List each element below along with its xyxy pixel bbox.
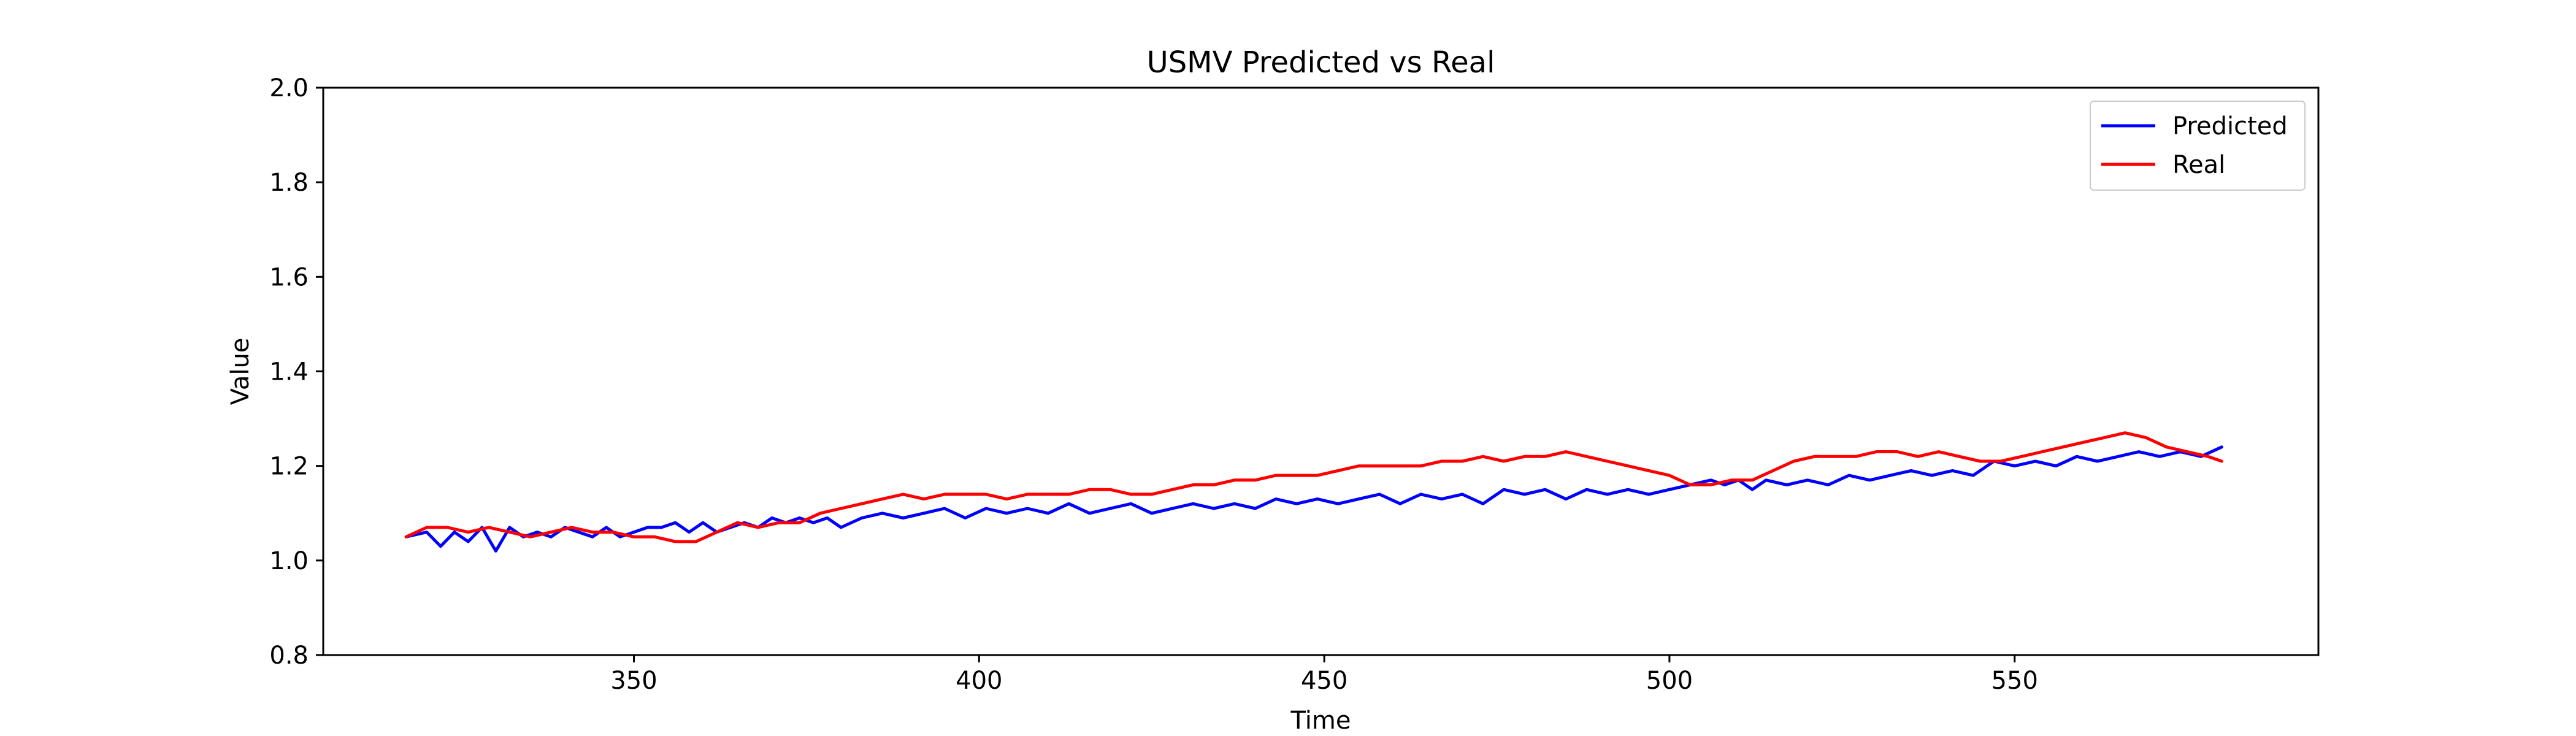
legend-box bbox=[2090, 101, 2306, 191]
chart-title: USMV Predicted vs Real bbox=[1147, 45, 1495, 80]
x-tick-label: 400 bbox=[956, 667, 1002, 695]
y-tick-label: 1.8 bbox=[269, 169, 309, 197]
y-tick-label: 1.6 bbox=[269, 263, 309, 291]
y-axis-label: Value bbox=[226, 338, 255, 405]
y-tick-label: 0.8 bbox=[269, 642, 309, 670]
series-layer bbox=[404, 431, 2223, 553]
legend: Predicted Real bbox=[2090, 101, 2306, 191]
legend-label-real: Real bbox=[2172, 151, 2225, 179]
series-line-predicted bbox=[404, 445, 2223, 553]
y-tick-label: 1.2 bbox=[269, 453, 309, 481]
axes-layer: 350 400 450 500 550 0.8 1.0 1.2 1.4 1.6 1.8 2.0 bbox=[269, 74, 2320, 695]
plot-frame bbox=[322, 86, 2320, 656]
y-tick-label: 1.0 bbox=[269, 547, 309, 575]
series-line-real bbox=[404, 431, 2223, 543]
x-tick-label: 450 bbox=[1301, 667, 1347, 695]
legend-label-predicted: Predicted bbox=[2172, 112, 2288, 140]
y-tick-label: 1.4 bbox=[269, 358, 309, 386]
y-tick-label: 2.0 bbox=[269, 74, 309, 102]
x-tick-label: 500 bbox=[1646, 667, 1693, 695]
x-axis-label: Time bbox=[1290, 707, 1351, 735]
x-tick-label: 550 bbox=[1991, 667, 2038, 695]
x-tick-label: 350 bbox=[610, 667, 657, 695]
